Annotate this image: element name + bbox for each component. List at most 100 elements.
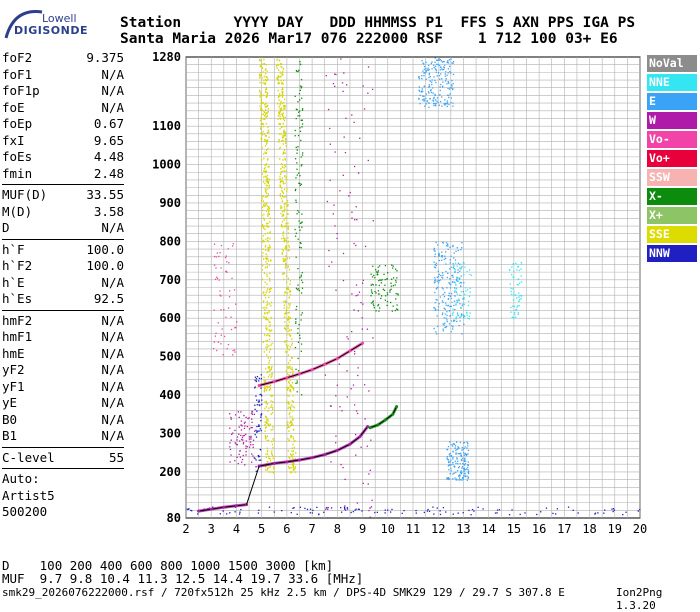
param-row-fxi: fxI 9.65 <box>2 133 124 150</box>
trace-connector <box>246 465 260 505</box>
echo-dot <box>449 283 451 285</box>
echo-dot <box>261 237 263 240</box>
echo-dot <box>289 317 292 319</box>
echo-dot <box>287 312 289 314</box>
echo-dot <box>297 327 299 330</box>
echo-dot <box>259 105 261 107</box>
echo-dot <box>220 267 222 269</box>
echo-dot <box>285 255 287 257</box>
echo-dot <box>264 426 267 429</box>
echo-dot <box>383 273 385 276</box>
echo-dot <box>361 328 363 330</box>
echo-dot <box>235 326 237 329</box>
echo-dot <box>290 454 293 457</box>
echo-dot <box>281 197 283 200</box>
echo-dot <box>518 269 520 272</box>
echo-dot <box>449 262 451 264</box>
echo-dot <box>281 82 283 84</box>
echo-dot <box>434 263 436 266</box>
echo-dot <box>455 304 457 306</box>
echo-dot <box>450 266 452 268</box>
echo-dot <box>340 463 342 466</box>
echo-dot <box>258 424 260 426</box>
echo-dot <box>519 298 521 301</box>
echo-dot <box>434 279 437 281</box>
echo-dot <box>459 267 461 269</box>
echo-dot <box>224 257 227 259</box>
echo-dot <box>278 95 280 97</box>
echo-dot <box>265 253 267 255</box>
scale-row-label: MUF <box>2 571 25 586</box>
echo-dot <box>291 338 293 341</box>
echo-dot <box>287 277 289 280</box>
echo-dot <box>462 463 464 465</box>
echo-dot <box>459 479 462 481</box>
echo-dot <box>268 389 271 391</box>
echo-dot <box>287 465 290 468</box>
echo-dot <box>433 104 435 107</box>
echo-dot <box>270 259 272 261</box>
echo-dot <box>268 206 270 209</box>
echo-dot <box>264 228 266 231</box>
echo-dot <box>433 66 435 69</box>
echo-dot <box>262 234 264 237</box>
echo-dot <box>430 81 433 83</box>
echo-dot <box>451 445 454 447</box>
echo-dot <box>390 282 392 284</box>
echo-dot <box>281 195 284 198</box>
trace-point <box>383 418 387 422</box>
echo-dot <box>451 274 454 277</box>
echo-dot <box>335 435 337 437</box>
echo-dot <box>288 386 290 389</box>
echo-dot <box>430 91 433 94</box>
echo-dot <box>291 400 293 402</box>
echo-dot <box>294 189 296 192</box>
echo-dot <box>254 430 256 432</box>
echo-dot <box>463 314 465 317</box>
trace-point <box>348 349 352 353</box>
echo-dot <box>434 281 436 283</box>
echo-dot <box>287 205 289 207</box>
echo-dot <box>258 377 260 380</box>
echo-dot <box>244 425 246 427</box>
echo-dot <box>226 513 228 515</box>
echo-dot <box>287 249 289 252</box>
echo-dot <box>437 325 439 327</box>
echo-dot <box>267 166 269 168</box>
echo-dot <box>463 316 465 318</box>
echo-dot <box>453 257 455 259</box>
echo-dot <box>461 477 464 479</box>
echo-dot <box>273 511 275 513</box>
echo-dot <box>288 333 290 336</box>
echo-dot <box>260 113 263 116</box>
echo-dot <box>454 291 456 293</box>
echo-dot <box>259 393 261 396</box>
echo-dot <box>283 240 285 243</box>
echo-dot <box>240 411 242 413</box>
y-tick-label: 300 <box>159 426 181 440</box>
param-label: foF1 <box>2 66 33 82</box>
legend-item-nnw: NNW <box>647 245 697 262</box>
echo-dot <box>464 453 467 455</box>
echo-dot <box>267 259 269 262</box>
echo-dot <box>266 328 268 331</box>
echo-dot <box>220 309 222 311</box>
echo-dot <box>240 508 242 511</box>
echo-dot <box>266 387 269 389</box>
echo-dot <box>258 404 260 406</box>
echo-dot <box>287 402 289 405</box>
param-value: N/A <box>101 395 124 410</box>
echo-dot <box>254 457 256 460</box>
echo-dot <box>267 385 269 388</box>
echo-dot <box>268 226 270 228</box>
echo-dot <box>251 418 253 420</box>
echo-dot <box>455 302 457 304</box>
echo-dot <box>272 400 274 403</box>
echo-dot <box>267 240 269 243</box>
echo-dot <box>264 421 266 423</box>
echo-dot <box>271 372 273 375</box>
echo-dot <box>361 282 364 284</box>
echo-dot <box>459 320 461 322</box>
echo-dot <box>216 349 218 352</box>
echo-dot <box>288 321 290 323</box>
